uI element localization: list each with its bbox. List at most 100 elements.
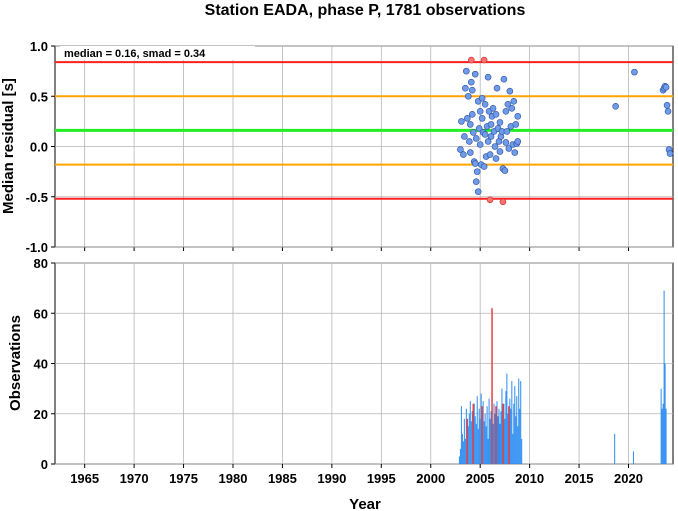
observation-bar: [469, 401, 471, 464]
residual-point: [512, 121, 520, 128]
observation-bar: [503, 403, 505, 464]
x-tick-label: 2020: [614, 471, 643, 486]
residual-point: [464, 115, 471, 122]
observation-bar: [516, 396, 518, 464]
observation-bar: [509, 398, 511, 464]
observation-bar: [478, 408, 480, 464]
residual-point: [465, 92, 472, 100]
observation-bar: [664, 363, 666, 464]
residual-panel: -1.0 -0.5 0.0 0.5 1.0 median = 0.16, smad = …: [0, 39, 674, 255]
residual-point: [462, 84, 469, 92]
outlier-point: [499, 198, 507, 206]
x-axis-label-year: Year: [349, 496, 381, 511]
observation-bar: [632, 451, 634, 464]
observation-bar: [460, 406, 462, 464]
residual-point: [496, 119, 504, 126]
observation-bar: [474, 416, 476, 464]
x-tick-label: 2000: [416, 471, 445, 486]
residual-point: [491, 143, 499, 150]
residual-point: [476, 141, 484, 148]
observation-bar: [614, 433, 616, 464]
observation-bar: [504, 418, 506, 464]
stats-annotation: median = 0.16, smad = 0.34: [64, 48, 206, 60]
residual-point: [631, 68, 638, 76]
observation-bar: [663, 290, 665, 464]
observation-bar: [665, 408, 667, 464]
residual-point: [502, 108, 510, 115]
observation-bar: [496, 401, 498, 464]
residual-point: [496, 148, 504, 155]
observation-bar: [488, 398, 490, 464]
x-tick-label: 1990: [317, 471, 346, 486]
observation-bar: [519, 408, 521, 464]
observation-bar: [485, 426, 487, 464]
x-tick-label: 1995: [367, 471, 396, 486]
observation-bar: [514, 386, 516, 464]
residual-point: [458, 118, 465, 125]
residual-point: [478, 94, 486, 102]
top-y-tick-label: -1.0: [26, 240, 48, 255]
residual-point: [463, 67, 470, 75]
residual-point: [472, 178, 480, 185]
residual-point: [662, 83, 670, 91]
top-y-tick-label: 0.0: [30, 140, 48, 155]
residual-point: [486, 151, 494, 158]
residual-point: [487, 133, 495, 140]
residual-point: [472, 135, 480, 142]
observation-bar: [520, 381, 522, 464]
highlight-bar: [495, 406, 497, 464]
residual-point: [474, 188, 482, 196]
observation-bar: [473, 403, 475, 464]
residual-point: [471, 160, 479, 167]
highlight-bar: [491, 308, 493, 464]
residual-point: [500, 75, 508, 83]
x-tick-label: 1965: [70, 471, 99, 486]
residual-point: [664, 108, 672, 115]
residual-point: [457, 146, 464, 153]
residual-point: [487, 121, 495, 128]
observation-bar: [462, 441, 464, 464]
residual-point: [506, 87, 514, 95]
top-y-tick-label: 1.0: [30, 39, 48, 54]
residual-point: [469, 129, 477, 136]
observation-bar: [517, 426, 519, 464]
bottom-y-tick-label: 0: [41, 457, 48, 472]
residual-point: [480, 163, 488, 170]
x-tick-label: 1970: [120, 471, 149, 486]
observation-bar: [506, 373, 508, 464]
observation-bar: [505, 391, 507, 464]
observation-bar: [461, 433, 463, 464]
highlight-bar: [502, 403, 504, 464]
observation-bar: [660, 388, 662, 464]
observation-bar: [486, 406, 488, 464]
residual-point: [666, 150, 674, 157]
residual-point: [508, 105, 516, 112]
top-y-tick-label: 0.5: [30, 89, 48, 104]
observation-bar: [471, 411, 473, 464]
observation-bar: [468, 413, 470, 464]
observation-bar: [511, 381, 513, 464]
x-tick-label: 1980: [219, 471, 248, 486]
residual-point: [475, 125, 483, 132]
observation-bar: [480, 393, 482, 464]
observation-bar: [501, 388, 503, 464]
x-tick-label: 1985: [268, 471, 297, 486]
observation-bar: [483, 421, 485, 464]
observation-bar: [500, 411, 502, 464]
observations-panel: 0 20 40 60 80 1965 1970 1975 1980 1985 1990 1995 20…: [7, 256, 674, 511]
y-axis-label-residual: Median residual [s]: [0, 78, 17, 214]
residual-point: [503, 128, 511, 135]
observation-bar: [521, 438, 523, 464]
chart-title: Station EADA, phase P, 1781 observations: [205, 2, 526, 19]
residual-point: [466, 138, 473, 145]
observation-bar: [492, 423, 494, 464]
outlier-point: [486, 196, 494, 204]
observation-bar: [476, 396, 478, 464]
residual-point: [484, 138, 492, 145]
residual-point: [493, 84, 501, 92]
residual-point: [510, 97, 518, 105]
observation-bar: [459, 448, 461, 464]
observation-bar: [662, 403, 664, 464]
observation-bar: [487, 438, 489, 464]
